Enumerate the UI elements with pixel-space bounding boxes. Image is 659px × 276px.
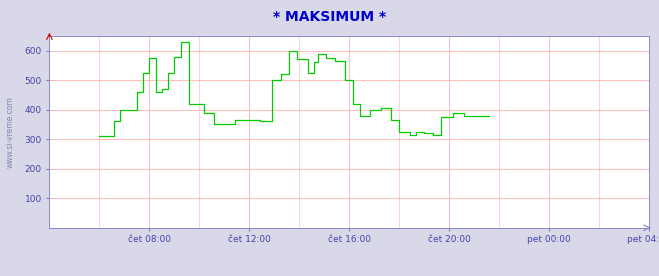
Text: www.si-vreme.com: www.si-vreme.com [5,97,14,168]
Text: * MAKSIMUM *: * MAKSIMUM * [273,10,386,24]
